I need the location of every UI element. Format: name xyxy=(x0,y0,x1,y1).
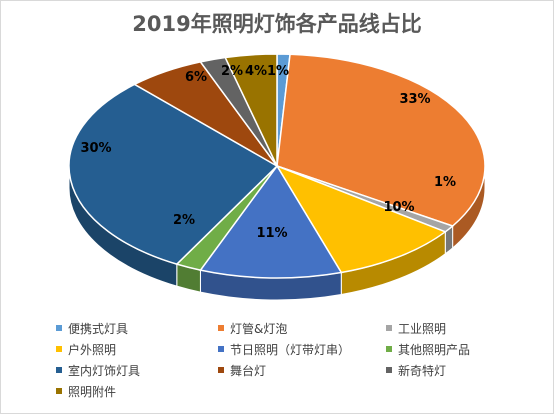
legend-label: 其他照明产品 xyxy=(398,342,471,357)
data-label-8: 2% xyxy=(221,64,243,79)
legend-item-7: 舞台灯 xyxy=(218,361,266,379)
legend-swatch xyxy=(218,325,224,331)
legend-label: 新奇特灯 xyxy=(398,363,447,378)
legend-label: 户外照明 xyxy=(68,342,117,357)
legend-label: 便携式灯具 xyxy=(68,321,129,336)
pie-slice-6 xyxy=(68,83,279,265)
chart-title: 2019年照明灯饰各产品线占比 xyxy=(132,12,422,36)
data-label-2: 1% xyxy=(434,175,456,190)
legend-item-8: 新奇特灯 xyxy=(386,361,446,379)
pie-chart: 1%33%1%10%11%2%30%6% 2% 4% xyxy=(68,53,486,301)
legend-swatch xyxy=(56,388,62,394)
data-label-1: 33% xyxy=(399,92,430,107)
legend-swatch xyxy=(218,346,224,352)
legend-swatch xyxy=(386,346,392,352)
legend-item-6: 室内灯饰灯具 xyxy=(56,361,140,379)
legend-label: 灯管&灯泡 xyxy=(230,321,288,336)
legend-swatch xyxy=(386,367,392,373)
legend-swatch xyxy=(218,367,224,373)
data-label-3: 10% xyxy=(383,200,414,215)
data-label-9: 4% xyxy=(245,64,267,79)
pie-slice-9 xyxy=(224,53,278,167)
legend-label: 工业照明 xyxy=(398,321,447,336)
legend-label: 节日照明（灯带灯串） xyxy=(230,342,351,357)
data-label-0: 1% xyxy=(267,64,289,79)
legend-item-1: 灯管&灯泡 xyxy=(218,319,287,337)
legend-swatch xyxy=(56,346,62,352)
data-label-7: 6% xyxy=(185,70,207,85)
data-label-6: 30% xyxy=(80,141,111,156)
legend-item-0: 便携式灯具 xyxy=(56,319,128,337)
legend-swatch xyxy=(386,325,392,331)
pie-slice-3 xyxy=(275,164,447,274)
legend-item-2: 工业照明 xyxy=(386,319,446,337)
legend-item-9: 照明附件 xyxy=(56,382,116,400)
legend-swatch xyxy=(56,325,62,331)
data-label-5: 2% xyxy=(173,213,195,228)
pie-slice-4 xyxy=(199,164,343,279)
legend-label: 舞台灯 xyxy=(230,363,267,378)
legend-label: 照明附件 xyxy=(68,384,117,399)
legend-item-5: 其他照明产品 xyxy=(386,340,470,358)
legend-label: 室内灯饰灯具 xyxy=(68,363,141,378)
data-label-4: 11% xyxy=(256,226,287,241)
legend-swatch xyxy=(56,367,62,373)
legend-item-3: 户外照明 xyxy=(56,340,116,358)
legend-item-4: 节日照明（灯带灯串） xyxy=(218,340,350,358)
